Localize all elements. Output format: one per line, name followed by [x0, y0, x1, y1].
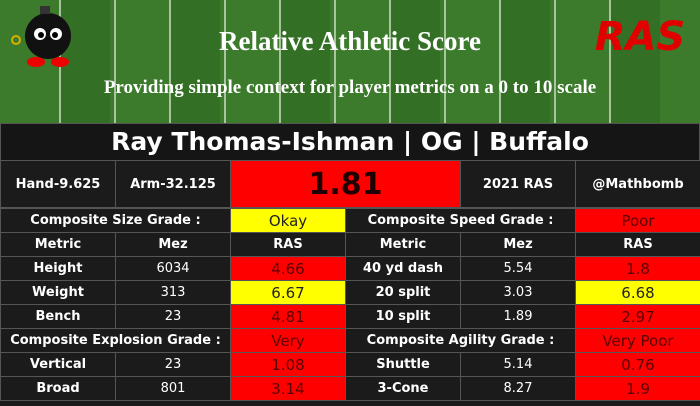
cell: Mez — [460, 232, 576, 257]
cell: 6.67 — [230, 280, 346, 305]
grade-label: Composite Size Grade : — [0, 208, 231, 233]
table-row: Height 6034 4.66 40 yd dash 5.54 1.8 — [0, 256, 700, 281]
grade-label: Composite Speed Grade : — [345, 208, 576, 233]
cell: 6034 — [115, 256, 231, 281]
cell: 6.68 — [575, 280, 700, 305]
cell: Mez — [115, 232, 231, 257]
cell: RAS — [230, 232, 346, 257]
grade: Poor — [575, 208, 700, 233]
cell: 801 — [115, 376, 231, 401]
grade-label: Composite Agility Grade : — [345, 328, 576, 353]
cell: RAS — [575, 232, 700, 257]
table-row: Broad 801 3.14 3-Cone 8.27 1.9 — [0, 376, 700, 401]
handle: @Mathbomb — [575, 160, 700, 208]
grade-label: Composite Explosion Grade : — [0, 328, 231, 353]
table-row: Vertical 23 1.08 Shuttle 5.14 0.76 — [0, 352, 700, 377]
grade: Very — [230, 328, 346, 353]
table-row: Metric Mez RAS Metric Mez RAS — [0, 232, 700, 257]
metrics-table: Composite Size Grade : Okay Composite Sp… — [0, 208, 700, 401]
title: Relative Athletic Score — [219, 26, 481, 56]
cell: 5.54 — [460, 256, 576, 281]
cell: 23 — [115, 304, 231, 329]
cell: 4.66 — [230, 256, 346, 281]
cell: 1.9 — [575, 376, 700, 401]
cell: 1.89 — [460, 304, 576, 329]
summary: Hand-9.625 Arm-32.125 1.81 2021 RAS @Mat… — [0, 160, 700, 208]
logo: RAS — [595, 14, 686, 60]
hand: Hand-9.625 — [0, 160, 116, 208]
cell: 3.14 — [230, 376, 346, 401]
player-name: Ray Thomas-Ishman | OG | Buffalo — [0, 123, 700, 161]
cell: 4.81 — [230, 304, 346, 329]
grade: Okay — [230, 208, 346, 233]
cell: 3.03 — [460, 280, 576, 305]
cell: Shuttle — [345, 352, 461, 377]
subtitle: Providing simple context for player metr… — [104, 77, 596, 98]
cell: Broad — [0, 376, 116, 401]
cell: 10 split — [345, 304, 461, 329]
cell: 3-Cone — [345, 376, 461, 401]
cell: 0.76 — [575, 352, 700, 377]
cell: Weight — [0, 280, 116, 305]
table-row: Weight 313 6.67 20 split 3.03 6.68 — [0, 280, 700, 305]
grade: Very Poor — [575, 328, 700, 353]
cell: Metric — [0, 232, 116, 257]
cell: 8.27 — [460, 376, 576, 401]
cell: 40 yd dash — [345, 256, 461, 281]
cell: 20 split — [345, 280, 461, 305]
header: Relative Athletic Score Providing simple… — [0, 0, 700, 123]
cell: Bench — [0, 304, 116, 329]
arm: Arm-32.125 — [115, 160, 231, 208]
cell: 1.8 — [575, 256, 700, 281]
cell: 23 — [115, 352, 231, 377]
cell: Metric — [345, 232, 461, 257]
cell: 1.08 — [230, 352, 346, 377]
cell: 2.97 — [575, 304, 700, 329]
cell: Height — [0, 256, 116, 281]
mascot — [11, 6, 71, 67]
field — [0, 0, 700, 123]
cell: 313 — [115, 280, 231, 305]
year: 2021 RAS — [460, 160, 576, 208]
ras-score: 1.81 — [230, 160, 461, 208]
table-row: Bench 23 4.81 10 split 1.89 2.97 — [0, 304, 700, 329]
cell: Vertical — [0, 352, 116, 377]
cell: 5.14 — [460, 352, 576, 377]
